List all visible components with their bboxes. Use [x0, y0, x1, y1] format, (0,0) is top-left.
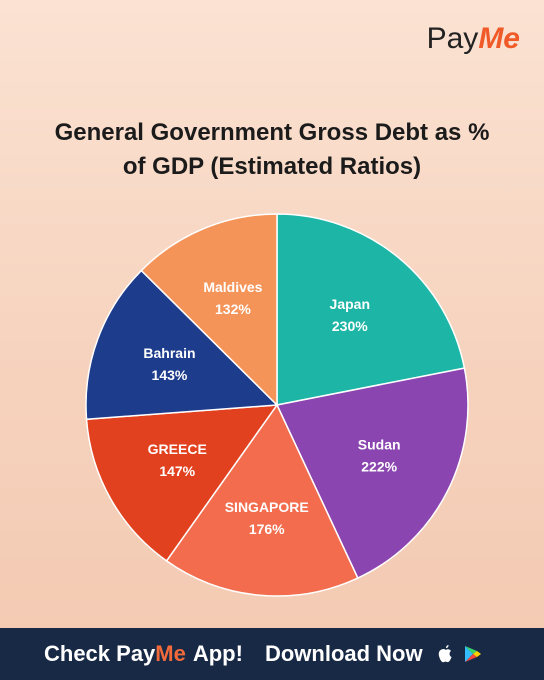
- download-link[interactable]: Download Now: [264, 641, 423, 666]
- pie-slice: [85, 269, 279, 421]
- pie-slice: [276, 213, 466, 406]
- logo-accent: Me: [478, 22, 520, 55]
- value-label: 147%: [159, 463, 195, 479]
- logo: PayMe: [427, 22, 520, 56]
- value-label: 143%: [152, 367, 188, 383]
- pie-slice: [165, 403, 359, 597]
- cta-brand: Me: [155, 641, 186, 666]
- pie-slice: [275, 367, 469, 580]
- cta-text: App!: [192, 641, 243, 666]
- footer-bar: Check Pay Me App! Download Now: [0, 628, 544, 680]
- value-label: 230%: [332, 318, 368, 334]
- slice-label: GREECE: [148, 441, 207, 457]
- slice-label: Japan: [330, 296, 370, 312]
- chart: Japan 230% Sudan 222% SINGAPORE 176% GREECE 147…: [85, 213, 469, 597]
- cta-text: Check Pay: [44, 641, 156, 666]
- chart-title: General Government Gross Debt as % of GD…: [54, 119, 490, 180]
- value-label: 176%: [249, 521, 285, 537]
- logo-text: Pay: [426, 22, 479, 55]
- slice-label: Maldives: [203, 279, 262, 295]
- value-label: 222%: [361, 459, 397, 475]
- value-label: 132%: [215, 301, 251, 317]
- slice-label: SINGAPORE: [225, 499, 309, 515]
- slice-label: Bahrain: [143, 345, 195, 361]
- store-icons[interactable]: [435, 642, 495, 666]
- pie-slice: [140, 213, 278, 407]
- pie-slice: [85, 404, 279, 562]
- slice-label: Sudan: [358, 437, 401, 453]
